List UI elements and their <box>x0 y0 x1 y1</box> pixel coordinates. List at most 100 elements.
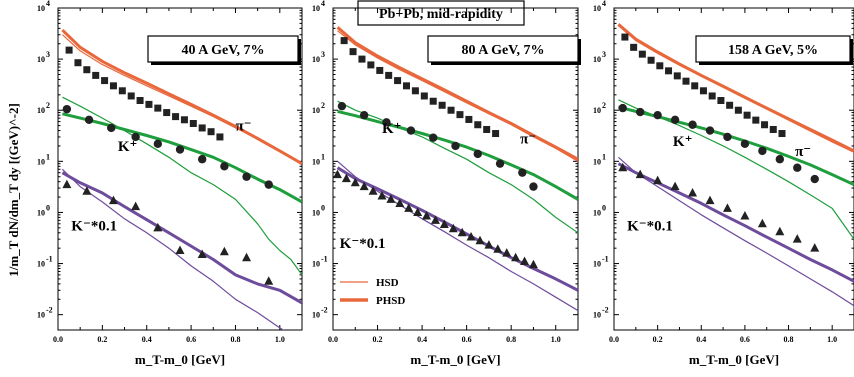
y-tick-exponent: 0 <box>46 203 50 212</box>
kminus-hsd-curve <box>618 156 854 307</box>
pion-data-point <box>734 106 742 114</box>
x-tick-label: 1.0 <box>275 335 285 344</box>
pion-data-point <box>438 101 446 109</box>
y-tick-label: 10 <box>312 260 320 269</box>
markers <box>618 33 820 252</box>
legend-label-phsd: PHSD <box>376 295 405 307</box>
pion-data-point <box>456 111 464 119</box>
pion-data-point <box>385 71 393 79</box>
kminus-data-point <box>108 195 118 205</box>
kplus-data-point <box>670 115 680 124</box>
y-tick-label: 10 <box>312 4 320 13</box>
pion-phsd-curve <box>617 23 854 153</box>
legend: HSD PHSD <box>340 277 405 307</box>
y-tick-label: 10 <box>37 260 45 269</box>
kminus-phsd-curve <box>617 162 854 283</box>
kminus-data-point <box>688 188 698 197</box>
pion-data-point <box>127 92 135 100</box>
y-tick-label: 10 <box>593 55 601 64</box>
kminus-data-point <box>153 222 163 232</box>
pion-data-point <box>483 125 491 133</box>
y-tick-exponent: 4 <box>46 0 50 8</box>
y-tick-exponent: -2 <box>602 306 609 315</box>
y-tick-exponent: 3 <box>321 50 325 59</box>
pion-data-point <box>163 109 171 117</box>
pion-label: π⁻ <box>795 144 811 160</box>
panel-1: 0.0 0.2 0.4 0.6 0.8 1.010-210-110010110210310… <box>37 0 303 367</box>
energy-box <box>427 35 579 63</box>
panel-2: 0.0 0.2 0.4 0.6 0.8 1.010-210-110010110210310… <box>312 0 581 367</box>
x-axis-title: m_T-m_0 [GeV] <box>135 352 225 367</box>
pion-data-point <box>726 101 734 109</box>
kplus-data-point <box>337 101 347 111</box>
kminus-data-point <box>82 186 92 195</box>
kminus-phsd-curve <box>61 171 302 305</box>
y-tick-exponent: 1 <box>602 152 606 161</box>
x-tick-label: 0.2 <box>653 335 663 344</box>
pion-label: π⁻ <box>520 131 536 147</box>
kminus-data-point <box>131 201 141 211</box>
pion-data-point <box>83 66 91 74</box>
y-tick-exponent: 1 <box>321 152 325 161</box>
kplus-data-point <box>242 172 251 181</box>
pion-data-point <box>630 43 638 51</box>
kplus-data-point <box>406 126 416 135</box>
x-tick-label: 0.6 <box>740 335 750 344</box>
pion-data-point <box>647 56 655 64</box>
pion-data-point <box>145 100 153 108</box>
kminus-data-point <box>404 203 414 212</box>
energy-label: 40 A GeV, 7% <box>182 43 265 58</box>
y-tick-exponent: 4 <box>602 0 606 8</box>
pion-data-point <box>180 116 188 124</box>
kminus-data-point <box>377 190 387 200</box>
pion-data-point <box>673 72 681 80</box>
pion-data-point <box>717 96 725 104</box>
y-tick-label: 10 <box>37 4 45 13</box>
kplus-data-point <box>175 145 185 154</box>
x-tick-label: 1.0 <box>827 335 837 344</box>
kminus-data-point <box>722 203 732 212</box>
y-tick-label: 10 <box>312 157 320 166</box>
kminus-data-point <box>502 248 512 257</box>
pion-data-point <box>101 77 109 85</box>
y-tick-exponent: -2 <box>46 306 53 315</box>
x-tick-label: 0.4 <box>142 335 152 344</box>
pion-data-point <box>394 77 402 85</box>
kminus-data-point <box>422 211 432 220</box>
pion-data-point <box>189 119 197 127</box>
pion-data-point <box>198 124 206 132</box>
y-tick-exponent: 1 <box>46 152 50 161</box>
pion-data-point <box>769 125 777 133</box>
y-tick-exponent: 0 <box>321 203 325 212</box>
y-tick-label: 10 <box>312 208 320 217</box>
kplus-data-point <box>723 132 732 142</box>
pion-data-point <box>403 82 410 90</box>
x-tick-label: 0.4 <box>696 335 706 344</box>
kminus-data-point <box>520 256 530 265</box>
kminus-data-point <box>493 244 503 253</box>
x-axis-title: m_T-m_0 [GeV] <box>689 352 779 367</box>
kplus-data-point <box>359 110 369 120</box>
y-tick-exponent: -1 <box>46 255 53 264</box>
x-tick-label: 0.0 <box>53 335 63 344</box>
kminus-data-point <box>528 259 538 269</box>
y-axis-title: 1/m_T dN/dm_T dy [(GeV)^-2] <box>6 103 21 277</box>
pion-data-point <box>447 106 455 114</box>
curves <box>61 29 302 330</box>
kplus-phsd-curve <box>618 105 854 186</box>
y-tick-exponent: -1 <box>321 255 328 264</box>
y-tick-label: 10 <box>593 4 601 13</box>
kminus-data-point <box>810 243 820 252</box>
kplus-data-point <box>220 162 229 171</box>
kplus-data-point <box>382 118 391 127</box>
kminus-data-point <box>740 211 750 220</box>
x-tick-label: 0.0 <box>328 335 338 344</box>
kplus-label: K⁺ <box>118 139 138 155</box>
kminus-data-point <box>757 218 767 228</box>
kminus-data-point <box>618 162 628 172</box>
y-tick-exponent: -2 <box>321 306 328 315</box>
kplus-data-point <box>197 155 207 164</box>
x-axis-title: m_T-m_0 [GeV] <box>410 352 500 367</box>
kminus-data-point <box>350 177 360 187</box>
pion-data-point <box>376 66 384 74</box>
